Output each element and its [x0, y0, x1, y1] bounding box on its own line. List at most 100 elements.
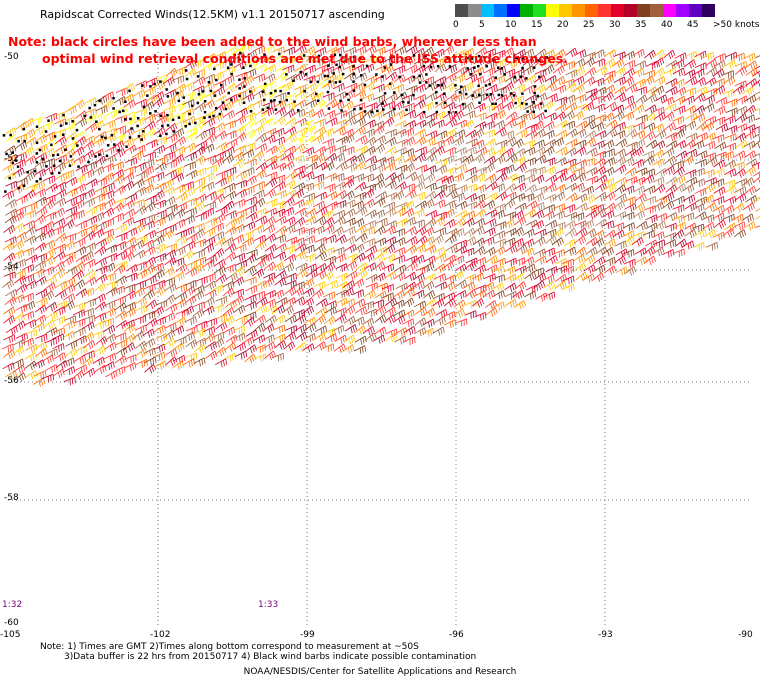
wind-barb	[603, 202, 616, 213]
wind-barb	[3, 315, 16, 325]
wind-barb	[303, 64, 316, 74]
contamination-marker	[249, 90, 252, 93]
wind-barb	[95, 336, 108, 346]
wind-barb	[42, 255, 56, 266]
wind-barb	[145, 139, 158, 148]
wind-barb	[402, 318, 415, 328]
wind-barb	[274, 162, 287, 172]
wind-barb	[535, 292, 548, 302]
wind-barb	[322, 343, 335, 352]
contamination-marker	[141, 84, 144, 87]
wind-barb	[44, 211, 57, 221]
wind-barb	[563, 238, 576, 249]
wind-barb	[625, 141, 638, 151]
wind-barb	[512, 68, 525, 78]
wind-barb	[173, 101, 186, 111]
wind-barb	[254, 314, 267, 325]
wind-barb	[164, 169, 178, 179]
wind-barb	[224, 130, 237, 139]
wind-barb	[383, 244, 396, 254]
wind-barb	[204, 155, 217, 164]
wind-barb	[25, 254, 38, 264]
wind-barb	[264, 80, 277, 90]
wind-barb	[234, 188, 247, 199]
wind-barb	[581, 185, 594, 195]
wind-barb	[254, 207, 267, 217]
wind-barb	[175, 192, 188, 202]
wind-barb	[53, 251, 66, 261]
wind-barb	[742, 114, 755, 124]
contamination-marker	[128, 136, 132, 139]
wind-barb	[224, 226, 237, 236]
wind-barb	[92, 356, 105, 366]
wind-barb	[185, 260, 198, 270]
credit-line: NOAA/NESDIS/Center for Satellite Applica…	[243, 667, 517, 677]
wind-barb	[314, 215, 327, 226]
wind-barb	[482, 92, 496, 103]
wind-barb	[45, 364, 58, 374]
wind-barb	[555, 265, 568, 274]
wind-barb	[84, 97, 97, 107]
wind-barb	[423, 290, 436, 300]
wind-barb	[215, 358, 228, 368]
wind-barb	[412, 272, 425, 283]
wind-barb	[114, 302, 127, 312]
wind-barb	[684, 169, 697, 178]
wind-barb	[265, 160, 278, 170]
wind-barb	[742, 202, 755, 212]
wind-barb	[185, 233, 198, 243]
wind-barb	[461, 154, 474, 165]
wind-barb	[53, 218, 66, 228]
wind-barb	[354, 224, 367, 235]
wind-barb	[484, 138, 497, 148]
wind-barb	[334, 334, 347, 344]
wind-barb	[244, 59, 258, 69]
wind-barb	[555, 168, 568, 177]
wind-barb	[22, 300, 36, 310]
contamination-marker	[188, 112, 191, 116]
wind-barb	[162, 229, 175, 240]
legend-swatch	[650, 4, 663, 17]
wind-barb	[715, 97, 728, 106]
wind-barb	[455, 66, 468, 76]
contamination-marker	[161, 124, 164, 128]
wind-barb	[483, 67, 496, 76]
wind-barb	[314, 341, 327, 351]
wind-barb	[482, 236, 495, 246]
wind-barb	[694, 211, 707, 221]
wind-barb	[692, 168, 705, 177]
wind-barb	[492, 120, 505, 130]
wind-barb	[474, 112, 487, 121]
wind-barb	[614, 184, 627, 194]
wind-barb	[292, 199, 305, 209]
wind-barb	[583, 52, 596, 61]
wind-barb	[364, 183, 377, 193]
contamination-marker	[407, 101, 410, 104]
legend-swatch	[481, 4, 494, 17]
wind-barb	[102, 361, 115, 371]
wind-barb	[473, 264, 486, 274]
contamination-marker	[323, 74, 327, 78]
wind-barb	[82, 149, 95, 160]
wind-barb	[701, 51, 715, 61]
wind-barb	[334, 190, 347, 200]
contamination-marker	[146, 94, 149, 97]
wind-barb	[235, 71, 248, 81]
wind-barb	[415, 265, 428, 275]
wind-barb	[755, 117, 760, 121]
contamination-marker	[194, 121, 197, 125]
wind-barb	[322, 92, 335, 101]
wind-barb	[474, 166, 487, 176]
wind-barb	[702, 121, 715, 132]
wind-barb	[474, 184, 487, 194]
wind-barb	[622, 249, 635, 258]
wind-barb	[442, 45, 455, 55]
color-legend: 0 5 10 15 20 25 30 35 40 45 >50 knots	[453, 4, 760, 34]
wind-barb	[532, 101, 545, 111]
contamination-marker	[347, 98, 350, 102]
wind-barb	[584, 137, 597, 147]
wind-barb	[505, 91, 518, 101]
wind-barb	[514, 162, 527, 173]
wind-barb	[534, 92, 547, 102]
wind-barb	[432, 292, 445, 302]
